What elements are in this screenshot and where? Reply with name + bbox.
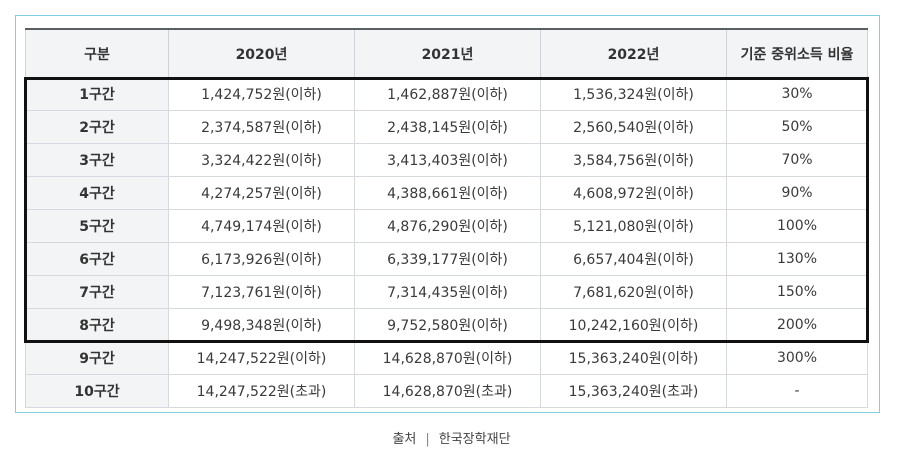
cell-ratio: 50% [726,110,868,144]
source-label: 출처 [392,432,417,447]
header-2021: 2021년 [354,28,541,78]
cell-2022: 15,363,240원(초과) [540,374,727,408]
cell-2021: 6,339,177원(이하) [354,242,541,276]
cell-ratio: 90% [726,176,868,210]
cell-2021: 1,462,887원(이하) [354,77,541,111]
header-median-ratio: 기준 중위소득 비율 [726,28,868,78]
cell-ratio: 30% [726,77,868,111]
table-row: 6구간 6,173,926원(이하) 6,339,177원(이하) 6,657,… [25,242,868,276]
cell-2022: 6,657,404원(이하) [540,242,727,276]
table-header-row: 구분 2020년 2021년 2022년 기준 중위소득 비율 [25,28,868,78]
header-2020: 2020년 [168,28,355,78]
cell-2021: 3,413,403원(이하) [354,143,541,177]
cell-ratio: 100% [726,209,868,243]
table-row: 8구간 9,498,348원(이하) 9,752,580원(이하) 10,242… [25,308,868,342]
cell-2020: 2,374,587원(이하) [168,110,355,144]
table-frame [15,15,880,413]
row-label: 1구간 [25,77,169,111]
table-row: 4구간 4,274,257원(이하) 4,388,661원(이하) 4,608,… [25,176,868,210]
cell-2022: 15,363,240원(이하) [540,341,727,375]
cell-2020: 1,424,752원(이하) [168,77,355,111]
cell-2022: 1,536,324원(이하) [540,77,727,111]
row-label: 3구간 [25,143,169,177]
row-label: 10구간 [25,374,169,408]
cell-2022: 7,681,620원(이하) [540,275,727,309]
cell-2021: 2,438,145원(이하) [354,110,541,144]
cell-2022: 10,242,160원(이하) [540,308,727,342]
cell-ratio: 200% [726,308,868,342]
cell-2021: 9,752,580원(이하) [354,308,541,342]
cell-2021: 4,876,290원(이하) [354,209,541,243]
cell-2020: 3,324,422원(이하) [168,143,355,177]
row-label: 9구간 [25,341,169,375]
cell-2020: 14,247,522원(초과) [168,374,355,408]
cell-ratio: 150% [726,275,868,309]
cell-ratio: 70% [726,143,868,177]
cell-2020: 4,749,174원(이하) [168,209,355,243]
table-row: 7구간 7,123,761원(이하) 7,314,435원(이하) 7,681,… [25,275,868,309]
row-label: 7구간 [25,275,169,309]
table-row: 9구간 14,247,522원(이하) 14,628,870원(이하) 15,3… [25,341,868,375]
cell-2020: 9,498,348원(이하) [168,308,355,342]
cell-ratio: 130% [726,242,868,276]
source-caption: 출처 | 한국장학재단 [0,428,903,447]
cell-2021: 4,388,661원(이하) [354,176,541,210]
cell-ratio: 300% [726,341,868,375]
row-label: 4구간 [25,176,169,210]
cell-2020: 4,274,257원(이하) [168,176,355,210]
cell-2020: 7,123,761원(이하) [168,275,355,309]
table-row: 3구간 3,324,422원(이하) 3,413,403원(이하) 3,584,… [25,143,868,177]
cell-2022: 4,608,972원(이하) [540,176,727,210]
income-bracket-table: 구분 2020년 2021년 2022년 기준 중위소득 비율 1구간 1,42… [25,28,868,408]
cell-2022: 2,560,540원(이하) [540,110,727,144]
cell-2020: 14,247,522원(이하) [168,341,355,375]
row-label: 5구간 [25,209,169,243]
header-2022: 2022년 [540,28,727,78]
cell-2022: 5,121,080원(이하) [540,209,727,243]
cell-2022: 3,584,756원(이하) [540,143,727,177]
source-name: 한국장학재단 [438,432,511,447]
row-label: 2구간 [25,110,169,144]
cell-ratio: - [726,374,868,408]
cell-2021: 14,628,870원(초과) [354,374,541,408]
cell-2020: 6,173,926원(이하) [168,242,355,276]
row-label: 6구간 [25,242,169,276]
row-label: 8구간 [25,308,169,342]
table-row: 5구간 4,749,174원(이하) 4,876,290원(이하) 5,121,… [25,209,868,243]
source-separator: | [425,432,430,447]
cell-2021: 14,628,870원(이하) [354,341,541,375]
table-row: 2구간 2,374,587원(이하) 2,438,145원(이하) 2,560,… [25,110,868,144]
table-row: 10구간 14,247,522원(초과) 14,628,870원(초과) 15,… [25,374,868,408]
cell-2021: 7,314,435원(이하) [354,275,541,309]
table-row: 1구간 1,424,752원(이하) 1,462,887원(이하) 1,536,… [25,77,868,111]
header-category: 구분 [25,28,169,78]
